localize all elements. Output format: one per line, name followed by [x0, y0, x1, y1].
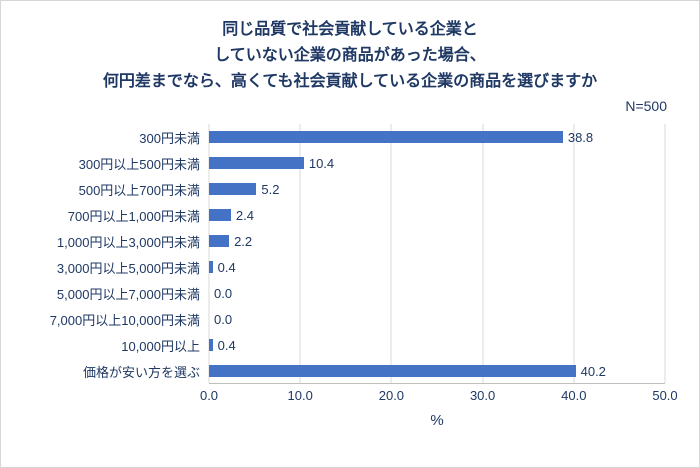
chart-title-line-1: 同じ品質で社会貢献している企業と — [222, 21, 478, 38]
bar-row: 300円未満 38.8 — [13, 124, 665, 150]
gridline — [208, 124, 210, 383]
chart-title: 同じ品質で社会貢献している企業と していない企業の商品があった場合、 何円差まで… — [1, 1, 699, 95]
value-label: 2.4 — [235, 207, 254, 223]
x-tick-label: 30.0 — [469, 388, 496, 403]
gridline — [573, 124, 575, 383]
value-label: 40.2 — [580, 363, 606, 379]
x-tick-label: 10.0 — [287, 388, 313, 403]
bar-row: 5,000円以上7,000円未満 0.0 — [13, 280, 665, 306]
bar-row: 10,000円以上 0.4 — [13, 332, 665, 358]
bar-row: 500円以上700円未満 5.2 — [13, 176, 665, 202]
x-tick-label: 0.0 — [199, 388, 219, 403]
bar-track: 10.4 — [209, 150, 665, 176]
bar-row: 700円以上1,000円未満 2.4 — [13, 202, 665, 228]
bar-track: 2.2 — [209, 228, 665, 254]
bar-row: 7,000円以上10,000円未満 0.0 — [13, 306, 665, 332]
x-tick-label: 20.0 — [378, 388, 405, 403]
category-label: 1,000円以上3,000円未満 — [56, 234, 200, 250]
category-label: 10,000円以上 — [121, 338, 200, 354]
bar-track: 0.0 — [209, 280, 665, 306]
bar — [209, 183, 257, 195]
bar-row: 1,000円以上3,000円未満 2.2 — [13, 228, 665, 254]
bar-track: 38.8 — [209, 124, 665, 150]
chart-body: 300円未満 38.8 300円以上500円未満 10.4 500円以上700円未満 5.… — [13, 124, 678, 429]
bar — [209, 339, 213, 351]
value-label: 5.2 — [261, 181, 280, 197]
value-label: 0.0 — [214, 285, 233, 301]
category-label: 700円以上1,000円未満 — [67, 208, 200, 224]
value-label: 38.8 — [567, 129, 594, 145]
bar-track: 40.2 — [209, 358, 665, 384]
category-label: 価格が安い方を選ぶ — [82, 364, 200, 380]
bar-track: 5.2 — [209, 176, 665, 202]
gridline — [482, 124, 484, 383]
plot-area: 300円未満 38.8 300円以上500円未満 10.4 500円以上700円未満 5.… — [13, 124, 666, 384]
category-label: 7,000円以上10,000円未満 — [49, 312, 200, 328]
bar — [209, 131, 563, 143]
category-label: 300円未満 — [139, 130, 200, 146]
grid-overlay — [208, 124, 666, 384]
value-label: 0.4 — [217, 259, 236, 275]
category-label: 500円以上700円未満 — [78, 182, 200, 198]
bar — [209, 365, 576, 377]
chart-title-line-3: 何円差までなら、高くても社会貢献している企業の商品を選びますか — [102, 73, 598, 90]
bar-row: 3,000円以上5,000円未満 0.4 — [13, 254, 665, 280]
bar — [209, 209, 231, 221]
bar — [209, 235, 230, 247]
category-label: 300円以上500円未満 — [78, 156, 200, 172]
gridline — [390, 124, 392, 383]
value-label: 0.0 — [214, 311, 233, 327]
gridline — [664, 124, 666, 383]
x-axis-ticks: 0.0 10.0 20.0 30.0 40.0 50.0 — [200, 384, 678, 404]
gridline — [299, 124, 301, 383]
value-label: 2.2 — [234, 233, 253, 249]
value-label: 0.4 — [217, 337, 236, 353]
bar-track: 0.4 — [209, 332, 665, 358]
category-label: 3,000円以上5,000円未満 — [56, 260, 200, 276]
x-axis-title: % — [430, 412, 444, 429]
bar — [209, 261, 213, 273]
x-tick-label: 50.0 — [652, 388, 678, 403]
bar — [209, 157, 304, 169]
bar-track: 2.4 — [209, 202, 665, 228]
value-label: 10.4 — [308, 155, 335, 171]
chart-title-line-2: していない企業の商品があった場合、 — [214, 47, 486, 64]
sample-size-label: N=500 — [625, 98, 667, 114]
bar-track: 0.4 — [209, 254, 665, 280]
bar-track: 0.0 — [209, 306, 665, 332]
category-label: 5,000円以上7,000円未満 — [56, 286, 200, 302]
bar-row: 価格が安い方を選ぶ 40.2 — [13, 358, 665, 384]
bar-row: 300円以上500円未満 10.4 — [13, 150, 665, 176]
x-tick-label: 40.0 — [561, 388, 587, 403]
